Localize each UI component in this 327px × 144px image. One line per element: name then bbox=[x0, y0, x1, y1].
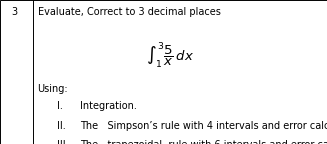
Text: III.: III. bbox=[57, 140, 69, 144]
Text: Evaluate, Correct to 3 decimal places: Evaluate, Correct to 3 decimal places bbox=[38, 7, 220, 17]
Text: $\int_{1}^{3} \dfrac{5}{x}\,dx$: $\int_{1}^{3} \dfrac{5}{x}\,dx$ bbox=[146, 40, 194, 70]
Text: II.: II. bbox=[57, 121, 66, 131]
Text: Integration.: Integration. bbox=[80, 101, 137, 111]
Text: Using:: Using: bbox=[38, 84, 68, 93]
Text: 3: 3 bbox=[12, 7, 18, 17]
Text: I.: I. bbox=[57, 101, 63, 111]
Text: The   Simpson’s rule with 4 intervals and error calculation.: The Simpson’s rule with 4 intervals and … bbox=[80, 121, 327, 131]
Text: The   trapezoidal  rule with 6 intervals and error calculation: The trapezoidal rule with 6 intervals an… bbox=[80, 140, 327, 144]
